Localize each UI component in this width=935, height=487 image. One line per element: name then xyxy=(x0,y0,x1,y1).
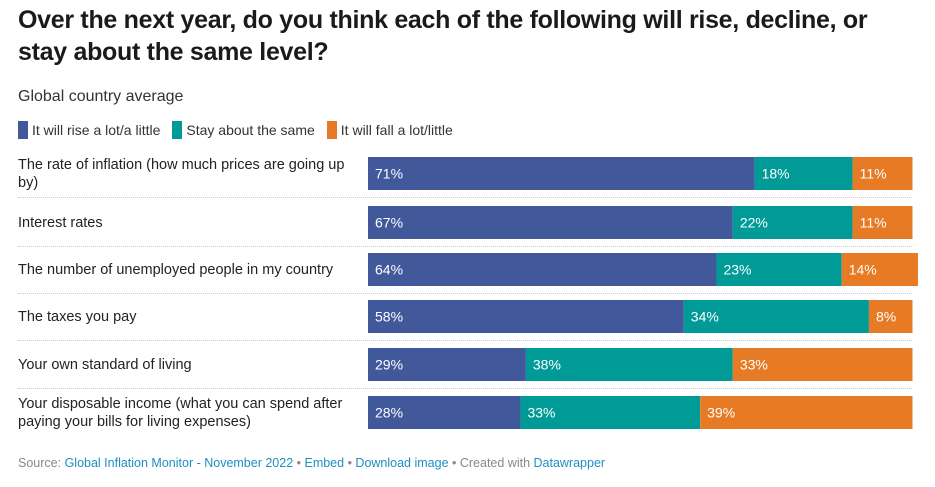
bar-segment xyxy=(525,348,733,381)
bar-segment xyxy=(368,157,755,190)
bar-value-label: 71% xyxy=(375,166,403,182)
bar-segment xyxy=(683,300,869,333)
chart-subtitle: Global country average xyxy=(18,88,184,105)
bar-value-label: 33% xyxy=(527,405,555,421)
bar-segment xyxy=(841,253,918,286)
bar-segment xyxy=(754,157,853,190)
legend-swatch-rise xyxy=(18,121,28,139)
category-label: Interest rates xyxy=(18,214,103,231)
bar-segment xyxy=(700,396,913,429)
bar-value-label: 33% xyxy=(740,357,768,373)
datawrapper-link[interactable]: Datawrapper xyxy=(533,456,606,470)
legend-item-fall: It will fall a lot/little xyxy=(326,121,453,139)
download-image-link[interactable]: Download image xyxy=(355,456,449,470)
legend: It will rise a lot/a little Stay about t… xyxy=(18,121,465,139)
legend-swatch-fall xyxy=(326,121,337,139)
bar-value-label: 34% xyxy=(691,309,719,325)
bar-segment xyxy=(716,253,842,286)
row-separator xyxy=(18,388,912,389)
bar-segment xyxy=(368,206,733,239)
source-link[interactable]: Global Inflation Monitor - November 2022 xyxy=(64,456,294,470)
bar-value-label: 67% xyxy=(375,215,403,231)
bar-segment xyxy=(852,206,913,239)
bar-value-label: 8% xyxy=(876,309,896,325)
bar-value-label: 39% xyxy=(707,405,735,421)
row-separator xyxy=(18,197,912,198)
bar-segment xyxy=(852,157,913,190)
source-prefix: Source: xyxy=(18,456,65,470)
bar-value-label: 18% xyxy=(762,166,790,182)
legend-label-fall: It will fall a lot/little xyxy=(340,122,453,138)
bar-segment xyxy=(368,396,521,429)
bar-value-label: 28% xyxy=(375,405,403,421)
row-separator xyxy=(18,293,912,294)
category-label: The taxes you pay xyxy=(18,308,137,325)
legend-item-same: Stay about the same xyxy=(172,121,315,139)
category-label: The number of unemployed people in my co… xyxy=(18,261,334,278)
row-separator xyxy=(18,246,912,247)
chart-title: Over the next year, do you think each of… xyxy=(18,6,868,66)
bar-segment xyxy=(868,300,913,333)
legend-item-rise: It will rise a lot/a little xyxy=(18,121,160,139)
bar-value-label: 14% xyxy=(849,262,877,278)
footer: Source: Global Inflation Monitor - Novem… xyxy=(18,456,605,470)
bar-value-label: 38% xyxy=(533,357,561,373)
category-label: Your own standard of living xyxy=(18,356,192,373)
bar-segment xyxy=(368,253,717,286)
bar-segment xyxy=(732,348,913,381)
legend-label-same: Stay about the same xyxy=(186,122,315,138)
bar-segment xyxy=(520,396,701,429)
legend-label-rise: It will rise a lot/a little xyxy=(32,122,161,138)
legend-swatch-same xyxy=(172,121,183,139)
footer-separator: • xyxy=(344,456,356,470)
category-label: Your disposable income (what you can spe… xyxy=(18,395,343,430)
row-separator xyxy=(18,340,912,341)
embed-link[interactable]: Embed xyxy=(304,456,345,470)
bar-segment xyxy=(732,206,853,239)
bar-segment xyxy=(368,348,526,381)
bar-value-label: 29% xyxy=(375,357,403,373)
bar-value-label: 22% xyxy=(740,215,768,231)
bar-value-label: 58% xyxy=(375,309,403,325)
bar-value-label: 11% xyxy=(860,215,887,231)
bar-value-label: 64% xyxy=(375,262,403,278)
bar-value-label: 11% xyxy=(860,166,887,182)
bar-value-label: 23% xyxy=(723,262,751,278)
bar-segment xyxy=(368,300,684,333)
category-label: The rate of inflation (how much prices a… xyxy=(18,156,345,191)
footer-created-with: • Created with xyxy=(448,456,534,470)
footer-separator: • xyxy=(293,456,305,470)
